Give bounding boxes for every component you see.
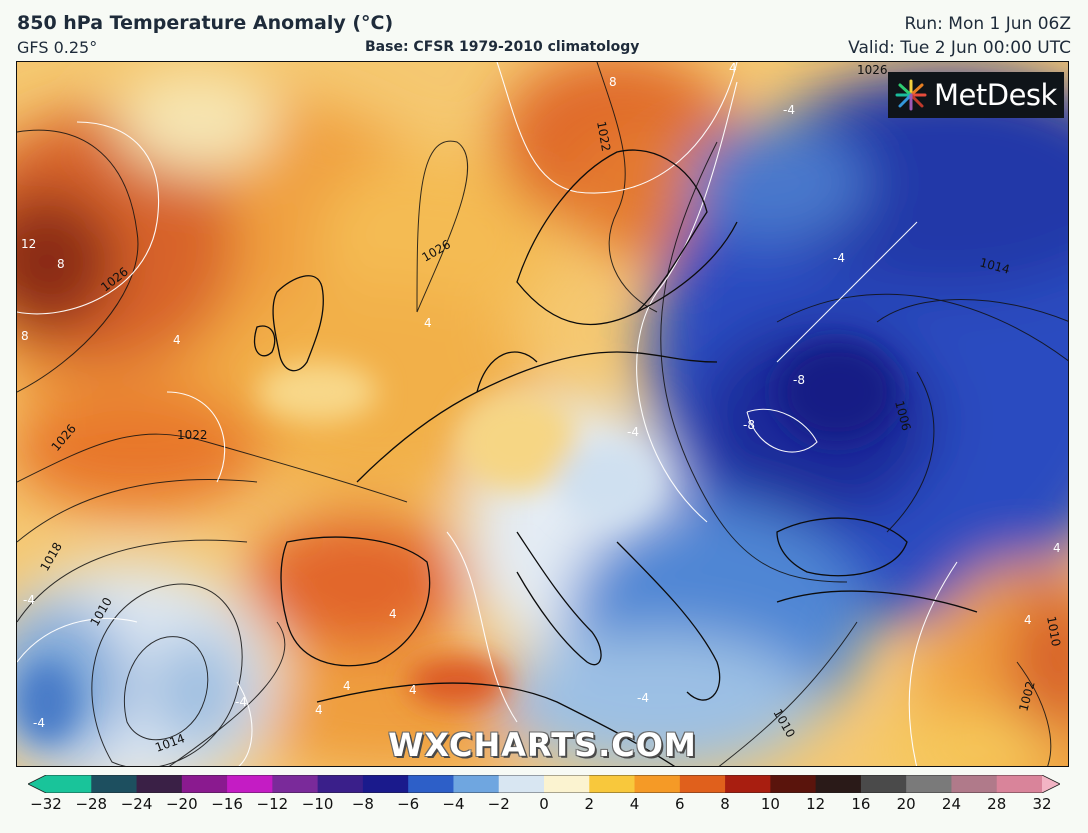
colorbar-tick-label: −32 xyxy=(30,795,62,813)
metdesk-burst-icon xyxy=(895,79,927,111)
anomaly-label: 4 xyxy=(315,703,323,717)
colorbar-tick-label: 24 xyxy=(941,795,961,813)
colorbar-segment xyxy=(634,775,681,793)
metdesk-logo: MetDesk xyxy=(888,72,1064,118)
anomaly-label: 8 xyxy=(609,75,617,89)
colorbar-tick-label: 4 xyxy=(629,795,640,813)
colorbar-tick-label: 6 xyxy=(675,795,685,813)
colorbar-tick-label: −2 xyxy=(487,795,510,813)
anomaly-label: -8 xyxy=(793,373,805,387)
colorbar xyxy=(28,775,1060,793)
anomaly-map: 12 8 8 8 4 4 4 4 4 4 4 4 4 -4 -4 -4 -4 -… xyxy=(16,61,1069,767)
colorbar-tick-label: −12 xyxy=(256,795,289,813)
colorbar-segment xyxy=(408,775,455,793)
colorbar-segments xyxy=(28,775,1060,793)
anomaly-field xyxy=(17,62,1068,766)
run-time-label: Run: Mon 1 Jun 06Z xyxy=(904,14,1071,34)
anomaly-label: -4 xyxy=(33,716,45,730)
colorbar-tick-label: −10 xyxy=(301,795,334,813)
anomaly-label: 4 xyxy=(409,683,417,697)
colorbar-tick-label: −16 xyxy=(211,795,243,813)
isobars xyxy=(17,62,1068,766)
colorbar-tick-label: −24 xyxy=(120,795,153,813)
anomaly-label: 4 xyxy=(173,333,181,347)
colorbar-tick-label: −4 xyxy=(442,795,465,813)
colorbar-segment xyxy=(770,775,817,793)
colorbar-segment xyxy=(906,775,953,793)
anomaly-label: -4 xyxy=(637,691,649,705)
anomaly-label: 4 xyxy=(343,679,351,693)
anomaly-label: -4 xyxy=(833,251,845,265)
colorbar-tick-label: 16 xyxy=(851,795,871,813)
isobar-label: 1026 xyxy=(857,63,888,77)
colorbar-segment xyxy=(589,775,636,793)
colorbar-tick-label: 28 xyxy=(987,795,1007,813)
colorbar-tick-label: 10 xyxy=(760,795,780,813)
map-canvas: 12 8 8 8 4 4 4 4 4 4 4 4 4 -4 -4 -4 -4 -… xyxy=(17,62,1068,766)
colorbar-tick-label: −20 xyxy=(165,795,198,813)
colorbar-segment xyxy=(498,775,545,793)
colorbar-segment xyxy=(815,775,862,793)
colorbar-segment xyxy=(317,775,364,793)
anomaly-label: 4 xyxy=(389,607,397,621)
colorbar-tick-label: 2 xyxy=(584,795,595,813)
chart-title: 850 hPa Temperature Anomaly (°C) xyxy=(17,12,394,34)
colorbar-segment xyxy=(227,775,273,793)
colorbar-segment xyxy=(91,775,138,793)
anomaly-label: 4 xyxy=(1024,613,1032,627)
colorbar-min-arrow xyxy=(28,775,46,793)
anomaly-detail xyxy=(17,342,897,742)
coastlines xyxy=(253,149,978,766)
watermark: WXCHARTS.COM xyxy=(388,726,697,764)
valid-time-label: Valid: Tue 2 Jun 00:00 UTC xyxy=(848,38,1071,58)
anomaly-label: -8 xyxy=(743,418,755,432)
colorbar-max-arrow xyxy=(1042,775,1060,793)
colorbar-tick-label: 0 xyxy=(539,795,549,813)
colorbar-segment xyxy=(453,775,500,793)
colorbar-segment xyxy=(136,775,183,793)
colorbar-segment xyxy=(181,775,228,793)
colorbar-segment xyxy=(46,775,92,793)
anomaly-label: 8 xyxy=(21,329,29,343)
colorbar-tick-label: −28 xyxy=(75,795,108,813)
anomaly-contours xyxy=(17,62,958,766)
colorbar-tick-label: 20 xyxy=(896,795,916,813)
colorbar-segment xyxy=(996,775,1043,793)
colorbar-tick-label: 8 xyxy=(720,795,730,813)
colorbar-segment xyxy=(860,775,907,793)
colorbar-segment xyxy=(544,775,590,793)
logo-text: MetDesk xyxy=(934,78,1057,112)
anomaly-label: -4 xyxy=(783,103,795,117)
colorbar-segment xyxy=(362,775,409,793)
anomaly-label: 4 xyxy=(424,316,432,330)
anomaly-label: -4 xyxy=(23,593,35,607)
anomaly-label: -4 xyxy=(235,695,247,709)
colorbar-tick-label: 12 xyxy=(806,795,826,813)
colorbar-segment xyxy=(272,775,319,793)
colorbar-segment xyxy=(725,775,771,793)
anomaly-label: 4 xyxy=(1053,541,1061,555)
colorbar-segment xyxy=(951,775,998,793)
model-label: GFS 0.25° xyxy=(17,38,98,57)
isobar-label: 1010 xyxy=(1044,615,1063,648)
colorbar-tick-label: −8 xyxy=(351,795,374,813)
colorbar-ticks: −32 −28 −24 −20 −16 −12 −10 −8 −6 −4 −2 0 2 4 6 8 10 12 16… xyxy=(0,795,1088,819)
colorbar-tick-label: −6 xyxy=(397,795,420,813)
anomaly-label: 4 xyxy=(729,62,737,75)
anomaly-label: 8 xyxy=(57,257,65,271)
anomaly-label: -4 xyxy=(627,425,639,439)
colorbar-tick-label: 32 xyxy=(1032,795,1052,813)
colorbar-segment xyxy=(679,775,726,793)
isobar-label: 1022 xyxy=(177,428,208,442)
isobar-label: 1022 xyxy=(594,120,613,153)
anomaly-label: 12 xyxy=(21,237,36,251)
climatology-base-label: Base: CFSR 1979-2010 climatology xyxy=(365,39,640,55)
